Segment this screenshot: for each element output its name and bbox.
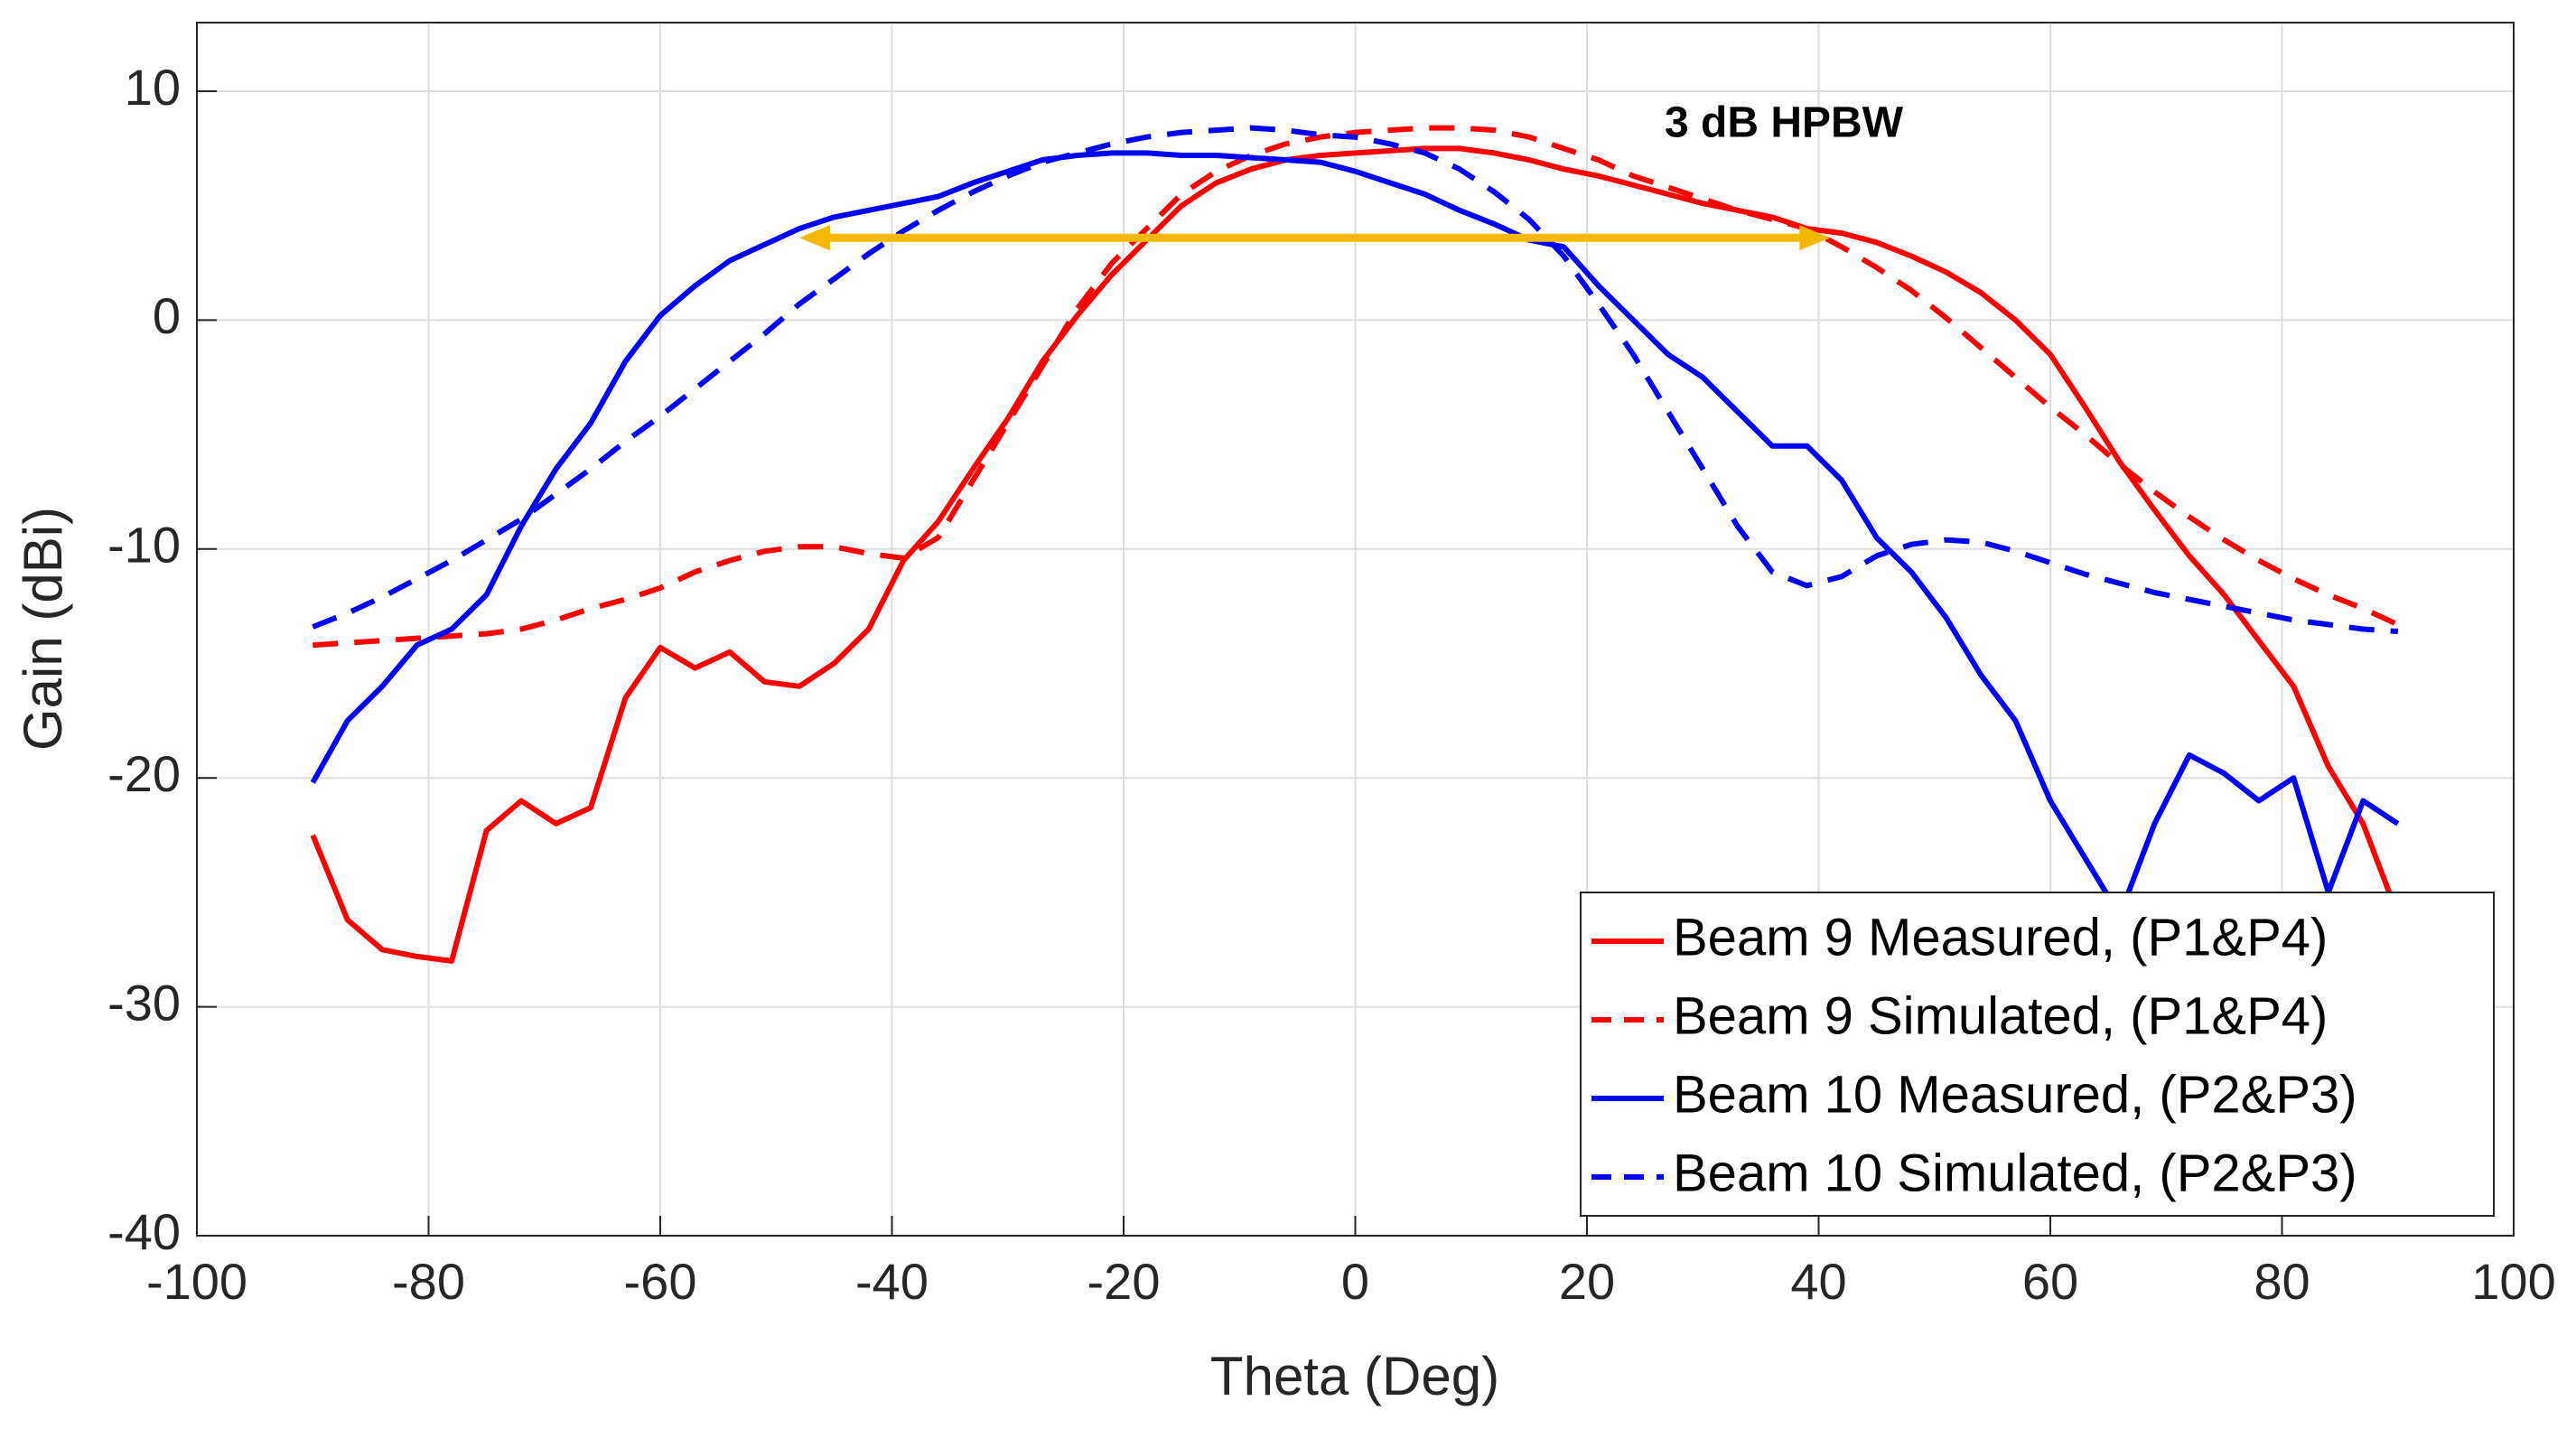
y-tick-label: 10 (125, 59, 181, 116)
x-tick-label: -60 (624, 1253, 697, 1310)
series-line (310, 150, 2400, 919)
x-tick-label: -20 (1087, 1253, 1161, 1310)
y-tick-label: -20 (107, 745, 181, 802)
y-tick-label: -30 (107, 974, 181, 1031)
y-tick-label: 0 (153, 287, 181, 344)
series-line (310, 145, 2401, 964)
legend-label: Beam 9 Simulated, (P1&P4) (1673, 986, 2328, 1045)
series-line (312, 125, 2398, 634)
y-axis-label: Gain (dBi) (13, 507, 73, 751)
x-tick-label: 20 (1559, 1253, 1615, 1310)
x-axis-label: Theta (Deg) (1210, 1346, 1499, 1406)
x-tick-label: -40 (855, 1253, 929, 1310)
axes-box (196, 22, 2515, 1237)
legend-box (1580, 892, 2495, 1217)
legend-label: Beam 10 Simulated, (P2&P3) (1673, 1144, 2357, 1202)
x-tick-label: 80 (2254, 1253, 2310, 1310)
x-tick-label: 40 (1790, 1253, 1846, 1310)
arrow-head (798, 225, 830, 251)
x-tick-label: -100 (146, 1253, 247, 1310)
legend-label: Beam 10 Measured, (P2&P3) (1673, 1065, 2357, 1124)
arrow-head (1799, 225, 1831, 251)
x-tick-label: 100 (2471, 1253, 2555, 1310)
y-tick-label: -10 (107, 517, 181, 574)
x-tick-label: 0 (1341, 1253, 1369, 1310)
legend-label: Beam 9 Measured, (P1&P4) (1673, 908, 2328, 967)
x-tick-label: -80 (392, 1253, 465, 1310)
series-line (313, 125, 2400, 649)
annotation: 3 dB HPBW (1665, 99, 1904, 147)
y-tick-label: -40 (107, 1203, 181, 1260)
x-tick-label: 60 (2022, 1253, 2078, 1310)
